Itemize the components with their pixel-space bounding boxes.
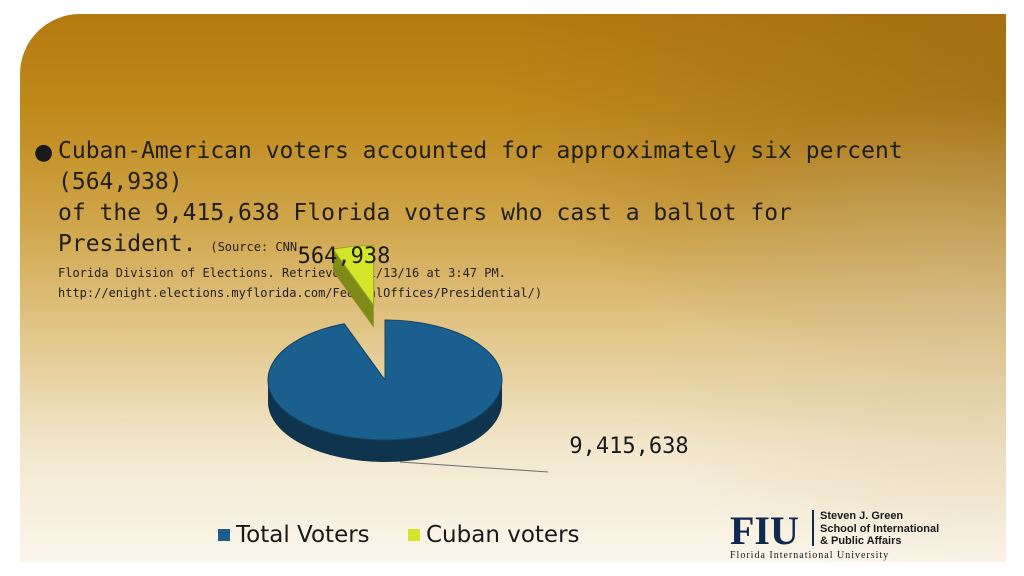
legend-swatch-total-voters [218, 529, 230, 541]
slide-background [20, 14, 1006, 562]
pie-slice-cuban-voters-side [332, 249, 374, 328]
legend-label-cuban-voters: Cuban voters [426, 522, 580, 548]
legend-label-total-voters: Total Voters [236, 522, 370, 548]
data-label-cuban-voters: 564,938 [298, 244, 391, 269]
pie-slice-total-voters [267, 319, 503, 441]
bullet-line-1: Cuban-American voters accounted for appr… [58, 138, 903, 195]
leader-line-total-voters [399, 461, 549, 473]
logo-mark: FIU [730, 508, 799, 553]
logo-line-2: School of International [820, 523, 939, 535]
source-citation-line-2: Florida Division of Elections. Retrieved… [58, 266, 506, 280]
bullet-line-2: of the 9,415,638 Florida voters who cast… [58, 198, 938, 263]
source-citation-line-3: http://enight.elections.myflorida.com/Fe… [58, 286, 543, 300]
data-label-total-voters: 9,415,638 [569, 434, 688, 459]
bullet-text: Cuban-American voters accounted for appr… [58, 136, 938, 303]
pie-slice-total-voters-side [268, 380, 502, 462]
source-citation-start: (Source: CNN, [210, 240, 305, 254]
bullet-line-2-text: of the 9,415,638 Florida voters who cast… [58, 200, 792, 257]
legend-item-total-voters: Total Voters [218, 522, 370, 548]
logo-line-1: Steven J. Green [820, 510, 903, 522]
legend-swatch-cuban-voters [408, 529, 420, 541]
logo-university: Florida International University [730, 550, 889, 561]
logo-line-3: & Public Affairs [820, 535, 902, 547]
fiu-logo: FIU Steven J. Green School of Internatio… [730, 508, 939, 561]
bullet-dot-icon: ● [34, 140, 54, 165]
pie-slice-cuban-voters [332, 244, 375, 308]
legend-item-cuban-voters: Cuban voters [408, 522, 580, 548]
